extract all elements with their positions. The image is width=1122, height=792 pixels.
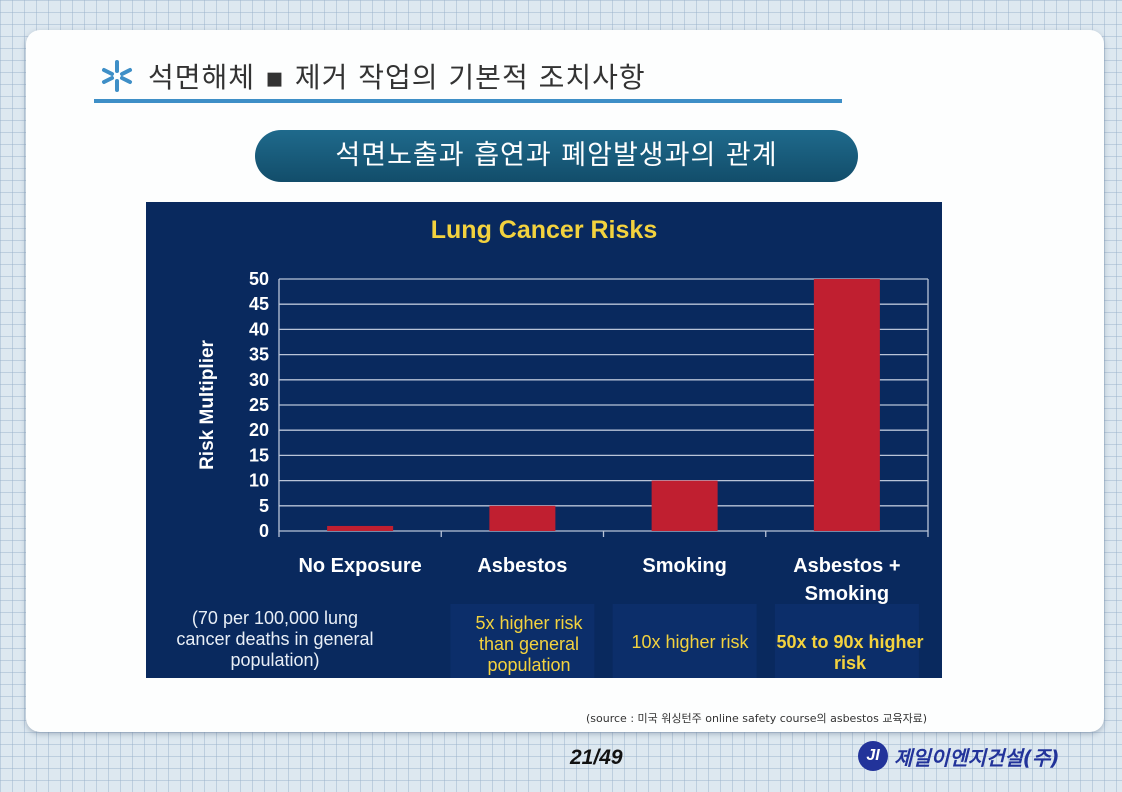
note-asbestos-smoking: 50x to 90x higher risk <box>776 632 924 673</box>
x-category-label: No Exposure <box>298 555 421 577</box>
x-category-label: Asbestos + Smoking <box>793 555 900 605</box>
y-tick-label: 40 <box>249 319 269 339</box>
title-underline <box>94 99 842 103</box>
y-tick-label: 30 <box>249 370 269 390</box>
bar <box>813 279 880 531</box>
chart-panel: Lung Cancer Risks 0 5 10 15 20 25 30 35 40 45 50 No… <box>146 202 942 678</box>
bar <box>651 480 718 531</box>
x-category-label: Smoking <box>642 555 726 577</box>
slide-title: 석면해체 ▪ 제거 작업의 기본적 조치사항 <box>148 61 646 94</box>
asterisk-icon <box>102 60 132 92</box>
note-tile <box>450 604 595 678</box>
y-tick-label: 5 <box>259 496 269 516</box>
note-tile <box>612 604 757 678</box>
y-tick-label: 15 <box>249 445 269 465</box>
source-citation: (source : 미국 워싱턴주 online safety course의 … <box>586 712 928 725</box>
page-number: 21/49 <box>570 746 623 769</box>
y-tick-label: 45 <box>249 294 269 314</box>
note-no-exposure: (70 per 100,000 lung cancer deaths in ge… <box>176 608 374 670</box>
y-tick-label: 35 <box>249 345 269 365</box>
note-smoking: 10x higher risk <box>631 632 749 652</box>
note-tile <box>774 604 919 678</box>
y-tick-label: 20 <box>249 420 269 440</box>
y-tick-label: 0 <box>259 521 269 541</box>
note-asbestos: 5x higher risk than general population <box>475 613 583 675</box>
company-logo: JI 제일이엔지건설(주) <box>858 741 1059 771</box>
x-category-label: Asbestos <box>477 555 567 577</box>
y-axis-label: Risk Multiplier <box>197 339 218 469</box>
bar-chart: 0 5 10 15 20 25 30 35 40 45 50 No Exposure Asbestos S… <box>197 269 929 678</box>
company-name: 제일이엔지건설(주) <box>894 745 1060 770</box>
y-tick-label: 50 <box>249 269 269 289</box>
y-tick-label: 25 <box>249 395 269 415</box>
bar <box>327 525 394 531</box>
subtitle-banner: 석면노출과 흡연과 폐암발생과의 관계 <box>255 130 858 182</box>
logo-mark-icon: JI <box>858 741 888 771</box>
slide-title-row: 석면해체 ▪ 제거 작업의 기본적 조치사항 <box>100 56 646 96</box>
chart-title: Lung Cancer Risks <box>430 216 658 244</box>
bar <box>489 505 556 531</box>
y-tick-label: 10 <box>249 471 269 491</box>
